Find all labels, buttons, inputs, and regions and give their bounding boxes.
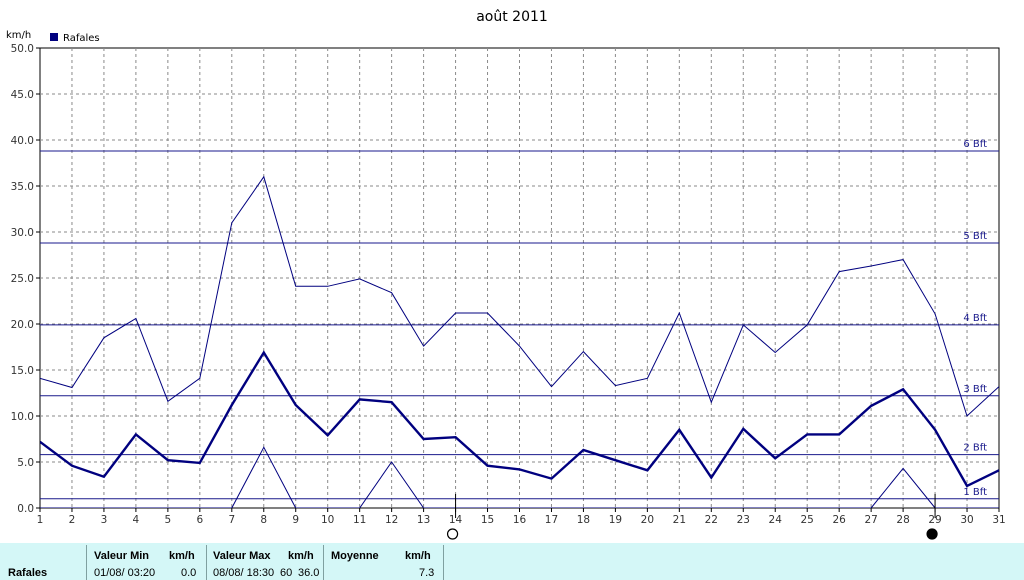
series-line-maximum (40, 175, 999, 417)
x-tick-label: 27 (864, 514, 877, 526)
grid (40, 48, 999, 508)
min-value: 0.0 (181, 567, 197, 579)
y-tick-label: 5.0 (17, 457, 34, 469)
beaufort-label: 1 Bft (963, 487, 987, 498)
x-tick-label: 20 (641, 514, 654, 526)
x-tick-label: 25 (801, 514, 814, 526)
stats-separator (206, 545, 207, 580)
x-tick-label: 8 (260, 514, 267, 526)
x-tick-label: 12 (385, 514, 398, 526)
new-moon-icon (926, 528, 938, 540)
full-moon-icon (446, 528, 459, 540)
avg-header: Moyenne (331, 550, 379, 562)
min-header: Valeur Min (94, 550, 150, 562)
beaufort-label: 4 Bft (963, 313, 987, 324)
series-group (40, 175, 999, 508)
x-tick-label: 29 (928, 514, 941, 526)
y-tick-label: 0.0 (17, 503, 34, 515)
x-tick-label: 6 (196, 514, 203, 526)
x-tick-label: 4 (133, 514, 140, 526)
legend-label-rafales: Rafales (63, 33, 100, 44)
x-tick-label: 16 (513, 514, 527, 526)
beaufort-label: 6 Bft (963, 139, 987, 150)
x-tick-label: 13 (417, 514, 430, 526)
legend-swatch (50, 33, 58, 41)
max-value: 36.0 (298, 567, 320, 579)
y-tick-label: 10.0 (11, 411, 34, 423)
x-tick-label: 9 (292, 514, 299, 526)
x-tick-label: 1 (37, 514, 44, 526)
x-tick-label: 23 (737, 514, 750, 526)
y-tick-label: 20.0 (11, 319, 34, 331)
beaufort-label: 2 Bft (963, 443, 987, 454)
x-tick-label: 15 (481, 514, 494, 526)
x-tick-label: 30 (960, 514, 973, 526)
min-date: 01/08/ 03:20 (94, 567, 156, 579)
beaufort-reference-lines: 1 Bft 2 Bft 3 Bft 4 Bft 5 Bft 6 Bft (40, 139, 999, 500)
beaufort-label: 3 Bft (963, 384, 987, 395)
stats-separator (443, 545, 444, 580)
x-tick-label: 10 (321, 514, 334, 526)
series-line-rafales (40, 350, 999, 488)
x-tick-label: 5 (165, 514, 172, 526)
x-tick-label: 26 (832, 514, 846, 526)
max-unit: km/h (288, 550, 314, 562)
x-tick-label: 14 (449, 514, 463, 526)
x-tick-label: 17 (545, 514, 558, 526)
beaufort-label: 5 Bft (963, 231, 987, 242)
max-header: Valeur Max (213, 550, 271, 562)
x-tick-label: 7 (228, 514, 235, 526)
stats-row-label: Rafales (8, 567, 48, 579)
x-tick-label: 2 (69, 514, 76, 526)
chart-svg: août 2011 km/h Rafales 1 Bft 2 Bft 3 Bft 4 … (6, 9, 1006, 540)
x-tick-label: 11 (353, 514, 366, 526)
y-tick-label: 15.0 (11, 365, 34, 377)
min-unit: km/h (169, 550, 195, 562)
x-tick-label: 21 (673, 514, 686, 526)
x-tick-label: 18 (577, 514, 590, 526)
y-tick-label: 45.0 (11, 89, 34, 101)
statistics-bar: Rafales Valeur Min km/h 01/08/ 03:20 0.0… (0, 543, 1024, 580)
chart-title: août 2011 (476, 9, 548, 25)
x-tick-label: 22 (705, 514, 718, 526)
y-axis-unit-label: km/h (6, 30, 31, 41)
y-tick-label: 25.0 (11, 273, 34, 285)
stats-separator (86, 545, 87, 580)
x-tick-label: 24 (769, 514, 783, 526)
y-tick-label: 50.0 (11, 43, 34, 55)
max-suffix: 60 (280, 567, 293, 579)
x-tick-label: 3 (101, 514, 108, 526)
stats-separator (323, 545, 324, 580)
y-tick-label: 30.0 (11, 227, 34, 239)
x-tick-label: 19 (609, 514, 622, 526)
moon-phase-markers (446, 494, 938, 540)
avg-value: 7.3 (419, 567, 435, 579)
y-axis-ticks: 0.0 5.0 10.0 15.0 20.0 25.0 30.0 35.0 40.0 45.0 50… (11, 43, 40, 515)
avg-unit: km/h (405, 550, 431, 562)
x-axis-ticks: 1 2 3 4 5 6 7 8 9 10 11 12 13 14 15 16 17 18 19 20 21 22 23 24 2… (37, 508, 1006, 526)
y-tick-label: 40.0 (11, 135, 34, 147)
x-tick-label: 28 (896, 514, 909, 526)
max-date: 08/08/ 18:30 (213, 567, 275, 579)
y-tick-label: 35.0 (11, 181, 34, 193)
x-tick-label: 31 (992, 514, 1005, 526)
